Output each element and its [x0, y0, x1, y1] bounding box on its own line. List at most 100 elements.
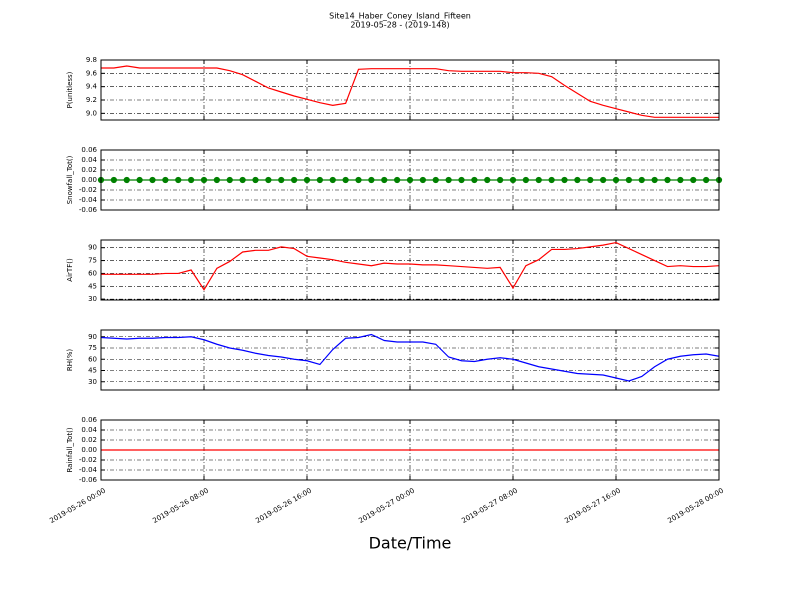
- data-point: [291, 176, 298, 184]
- y-axis-label: RH(%): [66, 349, 74, 372]
- data-point: [484, 176, 491, 184]
- data-point: [458, 176, 465, 184]
- data-point: [162, 176, 169, 184]
- y-tick-label: 9.0: [86, 109, 97, 117]
- data-point: [239, 176, 246, 184]
- data-point: [690, 176, 697, 184]
- y-tick-label: -0.04: [79, 466, 98, 474]
- y-axis-label: Snowfall_Tot(): [66, 155, 74, 204]
- y-tick-label: 0.02: [81, 436, 97, 444]
- y-tick-label: 0.06: [81, 416, 97, 424]
- data-point: [561, 176, 568, 184]
- data-point: [226, 176, 233, 184]
- data-point: [509, 176, 517, 184]
- y-tick-label: -0.06: [79, 476, 98, 484]
- y-tick-label: -0.02: [79, 186, 97, 194]
- x-tick-label: 2019-05-26 00:00: [48, 487, 107, 525]
- data-line: [101, 65, 719, 118]
- y-tick-label: 0.02: [81, 166, 97, 174]
- data-point: [316, 176, 323, 184]
- y-tick-label: 90: [88, 333, 97, 341]
- x-tick-label: 2019-05-27 00:00: [357, 487, 416, 525]
- data-point: [149, 176, 156, 184]
- data-point: [252, 176, 259, 184]
- data-point: [368, 176, 375, 184]
- data-point: [497, 176, 504, 184]
- y-tick-label: -0.02: [79, 456, 97, 464]
- data-point: [188, 176, 195, 184]
- data-point: [381, 176, 388, 184]
- data-point: [355, 176, 362, 184]
- data-point: [200, 176, 208, 184]
- y-tick-label: 45: [88, 282, 97, 290]
- x-tick-label: 2019-05-27 08:00: [460, 487, 519, 525]
- subtitle: 2019-05-28 - (2019-148): [350, 21, 449, 30]
- axes-frame: [100, 59, 720, 121]
- x-axis-label: Date/Time: [369, 534, 452, 553]
- y-tick-label: 9.2: [86, 96, 97, 104]
- data-point: [651, 176, 658, 184]
- data-point: [535, 176, 542, 184]
- data-point: [574, 176, 581, 184]
- y-tick-label: 0.00: [81, 176, 97, 184]
- y-axis-label: AirTF(): [66, 258, 74, 282]
- y-tick-label: 0.06: [81, 146, 97, 154]
- data-point: [278, 176, 285, 184]
- data-point: [703, 176, 710, 184]
- y-tick-label: 60: [88, 269, 97, 277]
- x-tick-label: 2019-05-28 00:00: [666, 487, 725, 525]
- y-tick-label: 0.04: [81, 156, 97, 164]
- data-point: [123, 176, 130, 184]
- y-tick-label: 75: [88, 344, 97, 352]
- y-tick-label: 0.00: [81, 446, 97, 454]
- data-point: [600, 176, 607, 184]
- data-line: [101, 241, 720, 291]
- axes-frame: [100, 329, 720, 391]
- x-tick-label: 2019-05-27 16:00: [563, 487, 622, 525]
- data-point: [677, 176, 684, 184]
- data-point: [612, 176, 620, 184]
- y-tick-label: 75: [88, 257, 97, 265]
- x-tick-label: 2019-05-26 16:00: [254, 487, 313, 525]
- data-point: [136, 176, 143, 184]
- data-point: [329, 176, 336, 184]
- data-point: [406, 176, 414, 184]
- y-tick-label: 0.04: [81, 426, 97, 434]
- data-point: [548, 176, 555, 184]
- data-point: [342, 176, 349, 184]
- axes-frame: [100, 419, 720, 481]
- y-tick-label: 9.6: [86, 69, 98, 77]
- x-tick-label: 2019-05-26 08:00: [151, 487, 210, 525]
- y-tick-label: 30: [88, 295, 97, 303]
- y-tick-label: 60: [88, 355, 97, 363]
- y-tick-label: -0.04: [79, 196, 98, 204]
- y-tick-label: 45: [88, 367, 97, 375]
- data-point: [175, 176, 182, 184]
- data-point: [213, 176, 220, 184]
- data-point: [522, 176, 529, 184]
- y-axis-label: Rainfall_Tot(): [66, 427, 74, 472]
- title: Site14_Haber_Coney_Island_Fifteen: [329, 12, 471, 21]
- y-tick-label: 9.8: [86, 56, 97, 64]
- data-point: [445, 176, 452, 184]
- y-axis-label: P(unitless): [66, 71, 74, 108]
- data-point: [587, 176, 594, 184]
- y-tick-label: 30: [88, 378, 97, 386]
- data-point: [432, 176, 439, 184]
- data-point: [110, 176, 117, 184]
- data-point: [303, 176, 311, 184]
- data-point: [419, 176, 426, 184]
- y-tick-label: -0.06: [79, 206, 98, 214]
- axes-frame: [100, 239, 720, 301]
- axes-frame: [100, 149, 720, 211]
- data-point: [625, 176, 632, 184]
- data-point: [394, 176, 401, 184]
- data-point: [638, 176, 645, 184]
- data-point: [265, 176, 272, 184]
- y-tick-label: 9.4: [86, 83, 98, 91]
- y-tick-label: 90: [88, 244, 97, 252]
- data-point: [664, 176, 671, 184]
- data-point: [471, 176, 478, 184]
- data-line: [100, 333, 720, 382]
